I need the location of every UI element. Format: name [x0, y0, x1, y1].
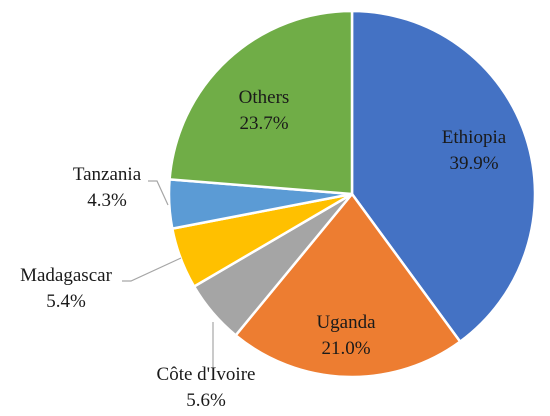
slice-label-uganda: Uganda	[316, 312, 376, 333]
slice-value-tanzania: 4.3%	[87, 190, 127, 211]
slice-label-others: Others	[239, 87, 290, 108]
slice-value-madagascar: 5.4%	[46, 291, 86, 312]
slice-label-tanzania: Tanzania	[73, 164, 142, 185]
pie-slices	[167, 9, 537, 379]
slice-label-c-te-d-ivoire: Côte d'Ivoire	[157, 364, 256, 385]
slice-value-ethiopia: 39.9%	[449, 153, 498, 174]
slice-label-ethiopia: Ethiopia	[442, 127, 507, 148]
slice-value-c-te-d-ivoire: 5.6%	[186, 390, 226, 411]
slice-value-others: 23.7%	[239, 113, 288, 134]
slice-labels: Ethiopia 39.9% Uganda 21.0% Côte d'Ivoire 5.6…	[20, 87, 507, 411]
slice-value-uganda: 21.0%	[321, 338, 370, 359]
pie-slice-ethiopia	[350, 9, 537, 343]
pie-slice-others	[168, 9, 354, 196]
pie-slice-uganda	[234, 192, 462, 379]
leader-line-tanzania	[148, 180, 169, 206]
leader-lines	[122, 180, 214, 371]
slice-label-madagascar: Madagascar	[20, 265, 112, 286]
leader-line-madagascar	[122, 257, 182, 282]
